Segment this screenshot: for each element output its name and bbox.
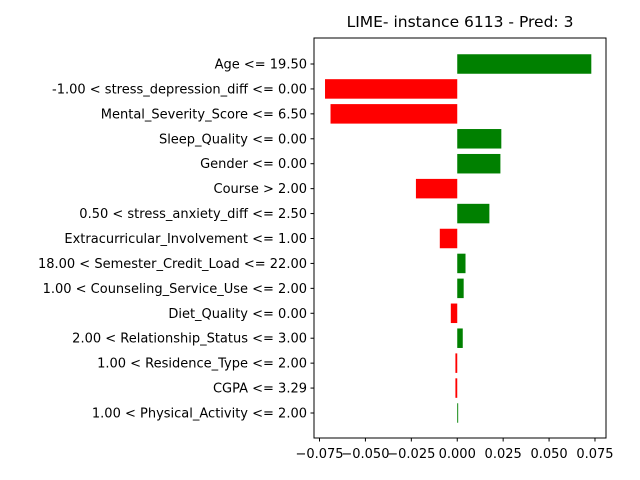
category-label-5: Course > 2.00 — [214, 182, 308, 197]
category-labels: Age <= 19.50 -1.00 < stress_depression_di… — [38, 58, 314, 422]
bar-0 — [457, 54, 592, 74]
bar-11 — [457, 328, 463, 348]
category-label-10: Diet_Quality <= 0.00 — [168, 307, 307, 322]
bar-group — [325, 54, 592, 423]
bar-7 — [439, 228, 458, 249]
bar-3 — [457, 129, 502, 149]
category-label-14: 1.00 < Physical_Activity <= 2.00 — [92, 407, 307, 422]
category-label-11: 2.00 < Relationship_Status <= 3.00 — [72, 332, 307, 347]
x-tick-label-3: 0.000 — [439, 447, 476, 462]
bar-2 — [330, 104, 458, 124]
bar-1 — [325, 79, 458, 99]
category-label-6: 0.50 < stress_anxiety_diff <= 2.50 — [79, 207, 307, 222]
category-label-8: 18.00 < Semester_Credit_Load <= 22.00 — [38, 257, 307, 272]
bar-14 — [457, 403, 459, 423]
x-tick-label-2: −0.025 — [387, 447, 435, 462]
bar-13 — [455, 378, 458, 398]
category-label-3: Sleep_Quality <= 0.00 — [159, 132, 307, 147]
bar-6 — [457, 203, 490, 224]
bar-4 — [457, 153, 501, 174]
category-label-7: Extracurricular_Involvement <= 1.00 — [64, 232, 307, 247]
category-label-2: Mental_Severity_Score <= 6.50 — [101, 107, 307, 122]
bar-9 — [457, 278, 464, 299]
x-tick-label-0: −0.075 — [295, 447, 343, 462]
category-label-12: 1.00 < Residence_Type <= 2.00 — [97, 357, 307, 372]
bar-10 — [450, 303, 458, 324]
x-tick-label-4: 0.025 — [485, 447, 522, 462]
category-label-1: -1.00 < stress_depression_diff <= 0.00 — [52, 82, 307, 97]
category-label-9: 1.00 < Counseling_Service_Use <= 2.00 — [43, 282, 307, 297]
category-label-13: CGPA <= 3.29 — [213, 382, 307, 397]
plot-frame — [313, 37, 607, 439]
bar-12 — [455, 353, 458, 373]
category-label-0: Age <= 19.50 — [215, 58, 307, 73]
x-tick-label-1: −0.050 — [341, 447, 389, 462]
chart-title: LIME- instance 6113 - Pred: 3 — [347, 13, 574, 31]
x-tick-label-5: 0.050 — [530, 447, 567, 462]
category-label-4: Gender <= 0.00 — [200, 157, 307, 172]
bar-8 — [457, 253, 466, 274]
x-axis-ticks: −0.075−0.050−0.025 0.000 0.025 0.050 0.075 — [295, 438, 614, 462]
bar-5 — [415, 178, 458, 199]
x-tick-label-6: 0.075 — [576, 447, 613, 462]
